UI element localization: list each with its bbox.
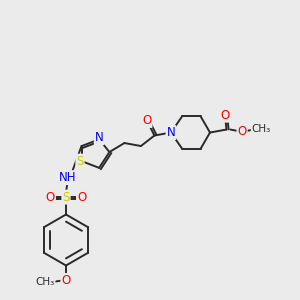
- Text: O: O: [46, 190, 55, 204]
- Text: S: S: [62, 190, 70, 204]
- Text: O: O: [77, 190, 86, 204]
- Text: NH: NH: [59, 171, 76, 184]
- Text: CH₃: CH₃: [252, 124, 271, 134]
- Text: O: O: [220, 109, 230, 122]
- Text: N: N: [95, 131, 103, 144]
- Text: O: O: [61, 274, 70, 287]
- Text: S: S: [76, 154, 84, 168]
- Text: N: N: [167, 126, 175, 139]
- Text: CH₃: CH₃: [35, 277, 55, 287]
- Text: O: O: [142, 114, 152, 127]
- Text: O: O: [238, 124, 247, 137]
